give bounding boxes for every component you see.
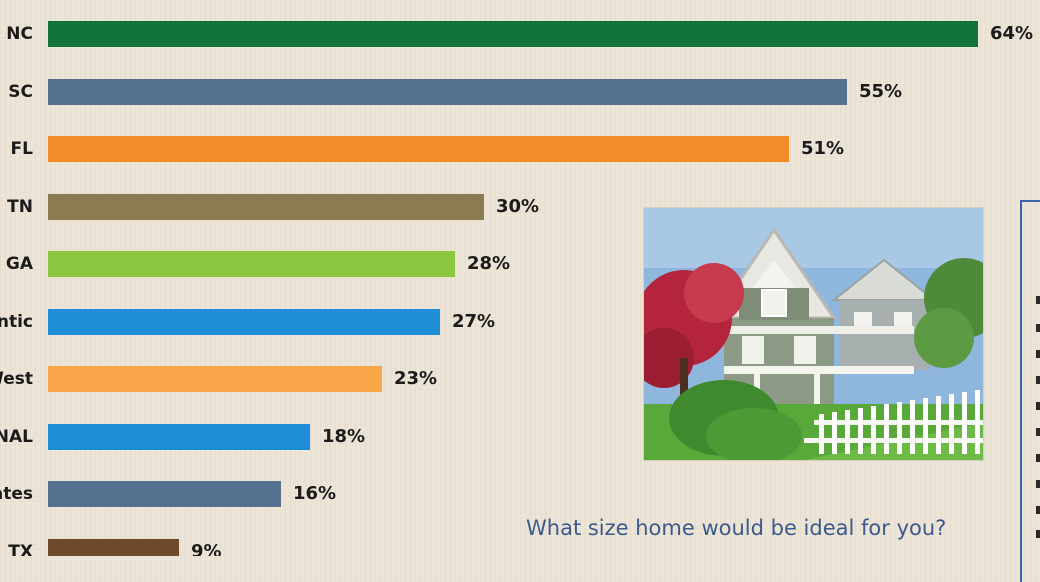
bar (48, 251, 455, 277)
side-panel-text-fragment (1036, 454, 1040, 462)
value-label: 51% (801, 138, 845, 159)
bar (48, 21, 978, 47)
value-label: 23% (394, 368, 438, 389)
category-label: SC (8, 82, 33, 102)
value-label: 30% (496, 196, 540, 217)
category-label: ates (0, 484, 33, 504)
side-panel-text-fragment (1036, 324, 1040, 332)
value-label: 27% (452, 311, 496, 332)
bar (48, 79, 847, 105)
category-label: West (0, 369, 33, 389)
category-label: antic (0, 312, 33, 332)
value-label: 55% (859, 81, 903, 102)
category-label: TN (7, 197, 33, 217)
house-photo (643, 207, 984, 461)
bar-chart: NC 64% SC 55% FL 51% TN 30% GA 28% antic 27% West 23%… (0, 21, 1034, 556)
bar (48, 366, 382, 392)
bar (48, 481, 281, 507)
category-label: NC (6, 24, 33, 44)
bar (48, 194, 484, 220)
side-panel-text-fragment (1036, 350, 1040, 358)
value-label: 18% (322, 426, 366, 447)
bar (48, 424, 310, 450)
side-panel-text-fragment (1036, 480, 1040, 488)
side-panel-text-fragment (1036, 376, 1040, 384)
category-label: GA (5, 254, 33, 274)
value-label: 9% (191, 541, 222, 556)
question-caption: What size home would be ideal for you? (526, 516, 947, 540)
side-panel-text-fragment (1036, 530, 1040, 538)
value-label: 28% (467, 253, 511, 274)
side-panel-text-fragment (1036, 428, 1040, 436)
category-label: FL (10, 139, 33, 159)
side-panel-text-fragment (1036, 402, 1040, 410)
value-label: 16% (293, 483, 337, 504)
category-label: TX (8, 542, 33, 556)
side-panel-border (1020, 200, 1040, 582)
value-label: 64% (990, 23, 1034, 44)
side-panel-text-fragment (1036, 506, 1040, 514)
bar (48, 539, 179, 556)
side-panel-text-fragment (1036, 296, 1040, 304)
bar (48, 309, 440, 335)
category-label: NAL (0, 427, 33, 447)
bar (48, 136, 789, 162)
